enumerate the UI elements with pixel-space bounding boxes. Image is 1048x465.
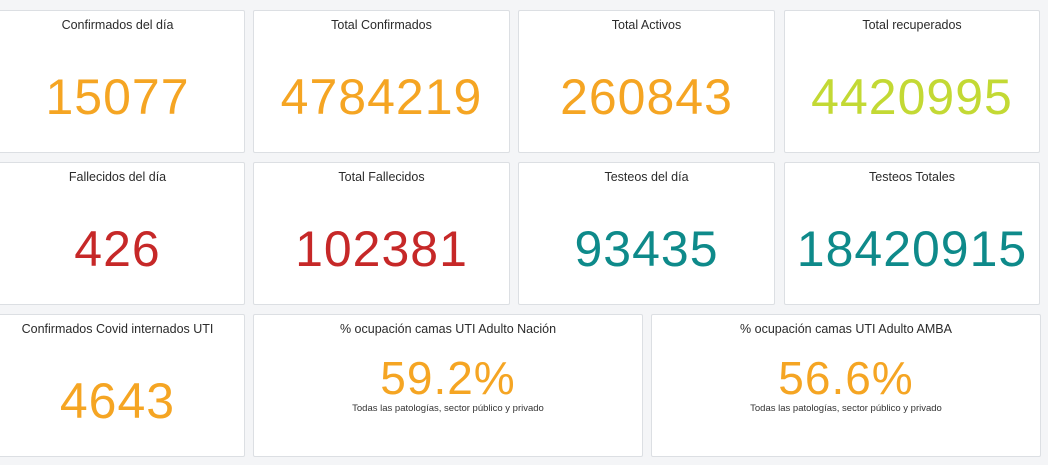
card-value: 4784219 <box>280 69 483 125</box>
card-title: Confirmados Covid internados UTI <box>21 322 214 336</box>
card-value: 18420915 <box>796 221 1028 277</box>
card-value: 15077 <box>45 69 190 125</box>
card-total-recuperados: Total recuperados 4420995 <box>784 10 1040 153</box>
card-subtitle: Todas las patologías, sector público y p… <box>750 403 942 414</box>
card-value: 4420995 <box>811 69 1013 125</box>
card-title: Total Fallecidos <box>338 170 425 184</box>
card-subtitle: Todas las patologías, sector público y p… <box>352 403 544 414</box>
card-value: 260843 <box>560 69 733 125</box>
card-title: % ocupación camas UTI Adulto AMBA <box>740 322 952 336</box>
card-ocupacion-uti-amba: % ocupación camas UTI Adulto AMBA 56.6% … <box>651 314 1041 457</box>
card-value: 93435 <box>574 221 719 277</box>
card-title: Total Confirmados <box>331 18 432 32</box>
card-title: Total Activos <box>611 18 682 32</box>
card-value: 4643 <box>59 373 176 429</box>
card-title: Total recuperados <box>862 18 962 32</box>
card-testeos-totales: Testeos Totales 18420915 <box>784 162 1040 305</box>
card-value: 59.2% <box>380 352 516 404</box>
card-value: 426 <box>74 221 161 277</box>
card-fallecidos-del-dia: Fallecidos del día 426 <box>0 162 245 305</box>
card-total-fallecidos: Total Fallecidos 102381 <box>253 162 510 305</box>
card-total-confirmados: Total Confirmados 4784219 <box>253 10 510 153</box>
card-title: Fallecidos del día <box>68 170 167 184</box>
card-title: Testeos del día <box>604 170 689 184</box>
card-testeos-del-dia: Testeos del día 93435 <box>518 162 775 305</box>
card-ocupacion-uti-nacion: % ocupación camas UTI Adulto Nación 59.2… <box>253 314 643 457</box>
card-value: 56.6% <box>778 352 914 404</box>
card-internados-uti: Confirmados Covid internados UTI 4643 <box>0 314 245 457</box>
card-title: % ocupación camas UTI Adulto Nación <box>339 322 557 336</box>
card-confirmados-del-dia: Confirmados del día 15077 <box>0 10 245 153</box>
card-title: Testeos Totales <box>869 170 955 184</box>
card-value: 102381 <box>295 221 468 277</box>
card-title: Confirmados del día <box>61 18 174 32</box>
card-total-activos: Total Activos 260843 <box>518 10 775 153</box>
